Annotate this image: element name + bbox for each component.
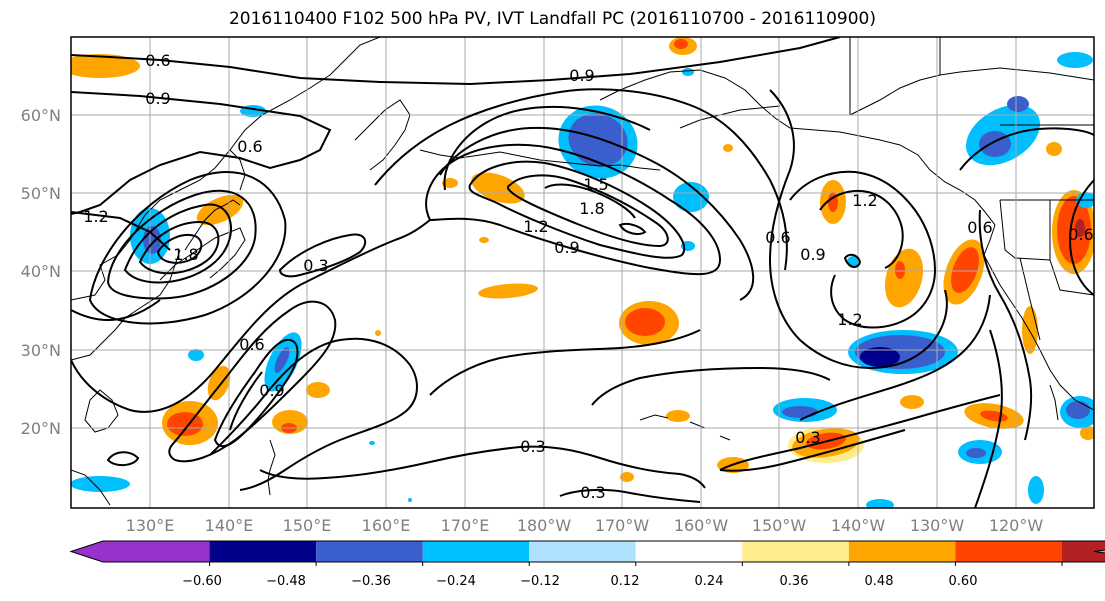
lon-label: 160°W [674, 516, 729, 535]
colorbar: −0.60 −0.48 −0.36 −0.24 −0.12 0.12 0.24 … [69, 540, 1105, 589]
lon-label: 150°W [752, 516, 807, 535]
lon-label: 140°E [205, 516, 254, 535]
colorbar-outline [69, 540, 1105, 563]
contour-label: 0.6 [239, 335, 264, 354]
contour-label: 1.2 [837, 310, 862, 329]
pv-contours [71, 37, 1094, 508]
colorbar-bin [955, 541, 1062, 562]
contour-label: 0.3 [795, 428, 820, 447]
colorbar-bin [316, 541, 423, 562]
lon-label: 150°E [283, 516, 332, 535]
colorbar-bin [848, 541, 956, 562]
contour-label: 0.3 [520, 437, 545, 456]
colorbar-tick-label: −0.36 [351, 574, 391, 589]
colorbar-tick-label: 0.60 [949, 574, 978, 589]
contour-label: 0.6 [765, 228, 790, 247]
lat-label: 40°N [21, 262, 61, 281]
contour-label: 1.8 [579, 199, 604, 218]
colorbar-tick-label: 0.48 [865, 574, 894, 589]
contour-label: 0.9 [259, 381, 284, 400]
colorbar-tick-label: 0.36 [780, 574, 809, 589]
colorbar-tick-labels: −0.60 −0.48 −0.36 −0.24 −0.12 0.12 0.24 … [182, 574, 977, 589]
contour-labels: 0.6 0.9 0.9 1.2 1.8 0.3 0.6 0.9 1.5 1.8 … [83, 51, 1093, 502]
lon-label: 170°E [441, 516, 490, 535]
latitude-labels: 60°N 50°N 40°N 30°N 20°N [21, 106, 61, 438]
colorbar-bin [742, 541, 849, 562]
colorbar-tick-label: −0.48 [266, 574, 306, 589]
colorbar-bin [71, 541, 210, 562]
lat-label: 30°N [21, 341, 61, 360]
lon-label: 130°E [126, 516, 175, 535]
contour-label: 0.6 [1068, 225, 1093, 244]
positive-anomaly-patches [71, 37, 1094, 482]
lon-label: 120°W [989, 516, 1044, 535]
lon-label: 170°W [595, 516, 650, 535]
lat-label: 50°N [21, 184, 61, 203]
lon-label: 180°W [517, 516, 572, 535]
colorbar-bin [209, 541, 317, 562]
colorbar-tick-label: 0.24 [695, 574, 724, 589]
longitude-labels: 130°E 140°E 150°E 160°E 170°E 180°W 170°… [126, 516, 1044, 535]
colorbar-tick-label: 0.12 [611, 574, 640, 589]
colorbar-bin [422, 541, 530, 562]
shaded-anomaly-fields [71, 37, 1094, 508]
contour-label: 0.3 [580, 483, 605, 502]
contour-label: 0.9 [569, 66, 594, 85]
contour-label: 1.2 [83, 207, 108, 226]
colorbar-bins [69, 540, 1105, 563]
colorbar-bin [529, 541, 636, 562]
contour-label: 0.9 [554, 238, 579, 257]
lon-label: 130°W [910, 516, 965, 535]
contour-label: 1.2 [852, 191, 877, 210]
contour-label: 0.6 [967, 218, 992, 237]
contour-label: 1.8 [173, 245, 198, 264]
colorbar-bin [1062, 541, 1105, 562]
lat-label: 20°N [21, 419, 61, 438]
contour-label: 0.6 [237, 137, 262, 156]
contour-label: 0.6 [145, 51, 170, 70]
colorbar-tick-label: −0.60 [182, 574, 222, 589]
contour-label: 0.3 [303, 256, 328, 275]
lon-label: 140°W [831, 516, 886, 535]
colorbar-ticks [209, 562, 1063, 566]
colorbar-tick-label: −0.24 [436, 574, 476, 589]
lat-label: 60°N [21, 106, 61, 125]
map-title: 2016110400 F102 500 hPa PV, IVT Landfall… [228, 9, 876, 29]
colorbar-tick-label: −0.12 [520, 574, 560, 589]
lon-label: 160°E [362, 516, 411, 535]
colorbar-bin [635, 541, 743, 562]
contour-label: 0.9 [145, 89, 170, 108]
contour-label: 0.9 [800, 245, 825, 264]
map-frame [70, 36, 1095, 509]
contour-label: 1.2 [523, 217, 548, 236]
contour-label: 1.5 [583, 175, 608, 194]
negative-anomaly-patches [71, 52, 1094, 508]
